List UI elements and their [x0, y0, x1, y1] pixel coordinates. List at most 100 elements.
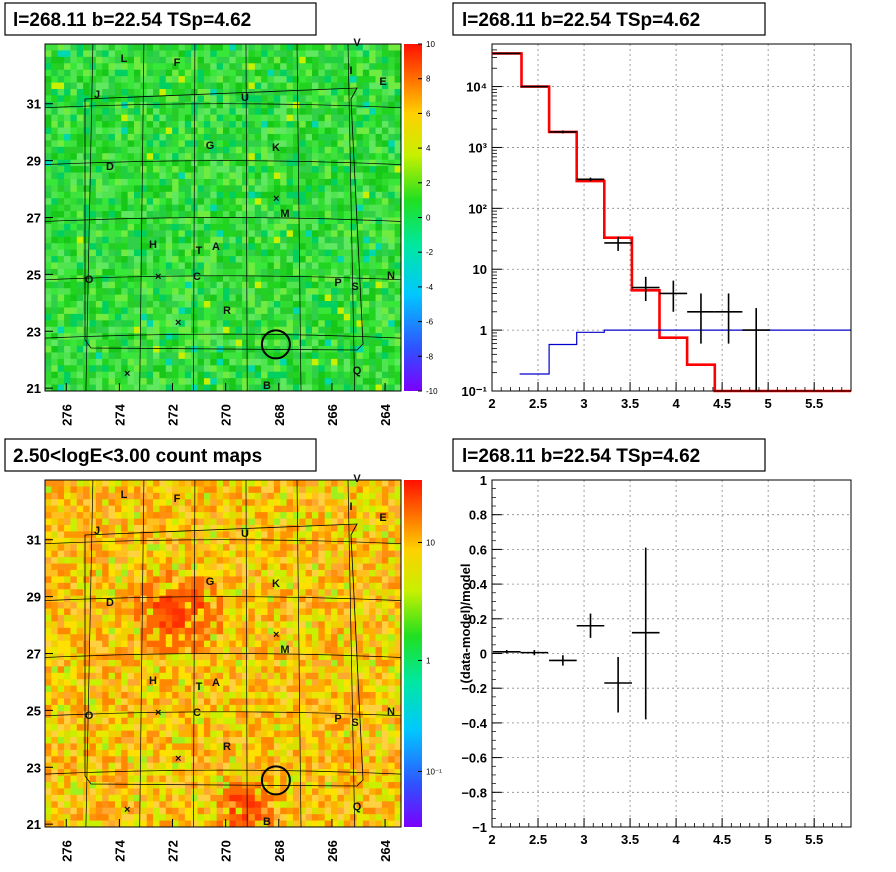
map-cell: [57, 256, 65, 263]
marker-label-c: C: [193, 271, 201, 283]
map-cell: [229, 743, 237, 751]
map-cell: [64, 659, 71, 667]
map-cell: [369, 185, 376, 193]
map-cell: [292, 243, 300, 251]
map-cell: [146, 531, 154, 539]
map-cell: [45, 249, 52, 257]
map-cell: [114, 140, 122, 148]
map-cell: [102, 76, 109, 83]
map-cell: [64, 614, 71, 622]
map-cell: [51, 268, 59, 276]
map-cell: [57, 602, 65, 609]
map-cell: [267, 127, 275, 135]
map-cell: [210, 666, 218, 674]
map-cell: [121, 339, 129, 347]
map-cell: [305, 211, 313, 218]
map-cell: [229, 602, 237, 609]
map-cell: [235, 704, 243, 712]
map-cell: [114, 275, 122, 283]
map-cell: [305, 333, 313, 340]
map-cell: [280, 101, 287, 109]
map-cell: [305, 140, 313, 148]
map-cell: [235, 749, 243, 757]
map-cell: [191, 775, 198, 783]
map-cell: [140, 365, 148, 373]
map-cell: [235, 313, 243, 321]
map-cell: [343, 230, 351, 238]
map-cell: [57, 717, 65, 725]
map-cell: [229, 685, 237, 693]
map-cell: [146, 737, 154, 744]
map-cell: [350, 69, 357, 77]
map-cell: [121, 717, 129, 725]
map-cell: [108, 685, 116, 693]
map-cell: [165, 378, 173, 385]
map-cell: [223, 788, 230, 796]
map-cell: [356, 204, 364, 212]
map-cell: [394, 320, 402, 328]
map-cell: [45, 230, 52, 238]
map-cell: [64, 640, 71, 648]
map-cell: [312, 339, 319, 347]
map-cell: [153, 769, 160, 776]
map-cell: [134, 595, 141, 603]
map-cell: [318, 191, 326, 199]
y-tick-label: 10: [473, 262, 487, 277]
map-cell: [210, 711, 218, 719]
map-cell: [102, 794, 109, 802]
map-cell: [229, 236, 237, 244]
map-cell: [318, 108, 326, 116]
map-cell: [102, 82, 109, 90]
map-cell: [108, 108, 116, 116]
map-cell: [76, 121, 84, 128]
map-cell: [51, 769, 59, 776]
map-cell: [83, 679, 90, 687]
map-cell: [331, 281, 338, 289]
map-cell: [146, 108, 154, 116]
map-cell: [165, 557, 173, 564]
map-cell: [356, 352, 364, 360]
map-cell: [235, 211, 243, 218]
map-cell: [229, 569, 237, 577]
map-cell: [51, 608, 59, 616]
map-cell: [114, 217, 122, 225]
map-cell: [95, 365, 103, 373]
map-cell: [203, 371, 211, 379]
map-cell: [184, 820, 192, 828]
map-cell: [273, 178, 281, 186]
map-cell: [299, 320, 307, 328]
map-cell: [350, 44, 357, 51]
map-cell: [127, 602, 135, 609]
map-cell: [388, 358, 396, 366]
map-cell: [45, 313, 52, 321]
map-cell: [235, 672, 243, 680]
map-cell: [83, 589, 90, 597]
map-cell: [210, 550, 218, 558]
map-cell: [203, 101, 211, 109]
map-cell: [235, 153, 243, 161]
map-cell: [172, 108, 179, 116]
map-cell: [324, 262, 332, 270]
map-cell: [146, 275, 154, 283]
map-cell: [57, 352, 65, 360]
map-cell: [242, 198, 249, 206]
map-cell: [172, 88, 179, 96]
map-cell: [235, 159, 243, 167]
map-cell: [64, 595, 71, 603]
map-cell: [267, 172, 275, 180]
map-cell: [114, 653, 122, 661]
map-cell: [146, 198, 154, 206]
map-cell: [159, 178, 167, 186]
map-cell: [108, 211, 116, 218]
map-cell: [388, 172, 396, 180]
map-cell: [203, 614, 211, 622]
map-cell: [102, 352, 109, 360]
map-cell: [114, 191, 122, 199]
map-cell: [57, 384, 65, 392]
map-cell: [286, 88, 294, 96]
map-cell: [102, 281, 109, 289]
map-cell: [172, 185, 179, 193]
map-cell: [216, 44, 224, 51]
map-cell: [394, 88, 402, 96]
map-cell: [70, 679, 78, 687]
